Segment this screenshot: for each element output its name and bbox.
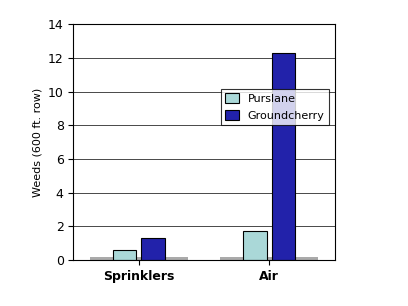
Bar (220, 257, 318, 260)
Legend: Purslane, Groundcherry: Purslane, Groundcherry (221, 89, 329, 125)
Bar (272, 53, 295, 260)
Y-axis label: Weeds (600 ft. row): Weeds (600 ft. row) (32, 88, 42, 197)
Bar (113, 250, 136, 260)
Bar (90, 257, 188, 260)
Bar (141, 238, 165, 260)
Bar (243, 231, 267, 260)
